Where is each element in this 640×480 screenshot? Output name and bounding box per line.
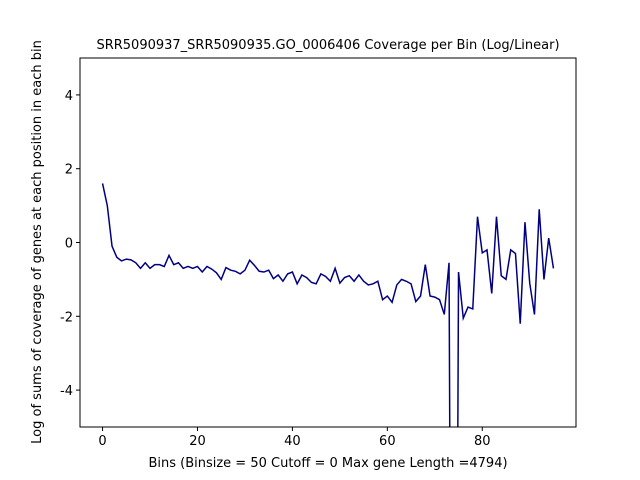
data-line [101,183,555,427]
y-tick-label: 4 [65,89,73,104]
y-tick-label: 2 [65,163,73,178]
x-tick-label: 20 [189,434,206,449]
chart-title: SRR5090937_SRR5090935.GO_0006406 Coverag… [96,38,559,53]
y-tick-label: -2 [60,310,73,325]
x-tick-label: 80 [474,434,491,449]
x-tick-label: 0 [98,434,106,449]
x-tick-label: 60 [379,434,396,449]
plot-area [101,183,555,427]
y-tick-label: 0 [65,237,73,252]
x-tick-label: 40 [284,434,301,449]
y-tick-label: -4 [60,384,73,399]
x-axis-label: Bins (Binsize = 50 Cutoff = 0 Max gene L… [148,456,507,471]
y-axis-label: Log of sums of coverage of genes at each… [30,40,45,444]
